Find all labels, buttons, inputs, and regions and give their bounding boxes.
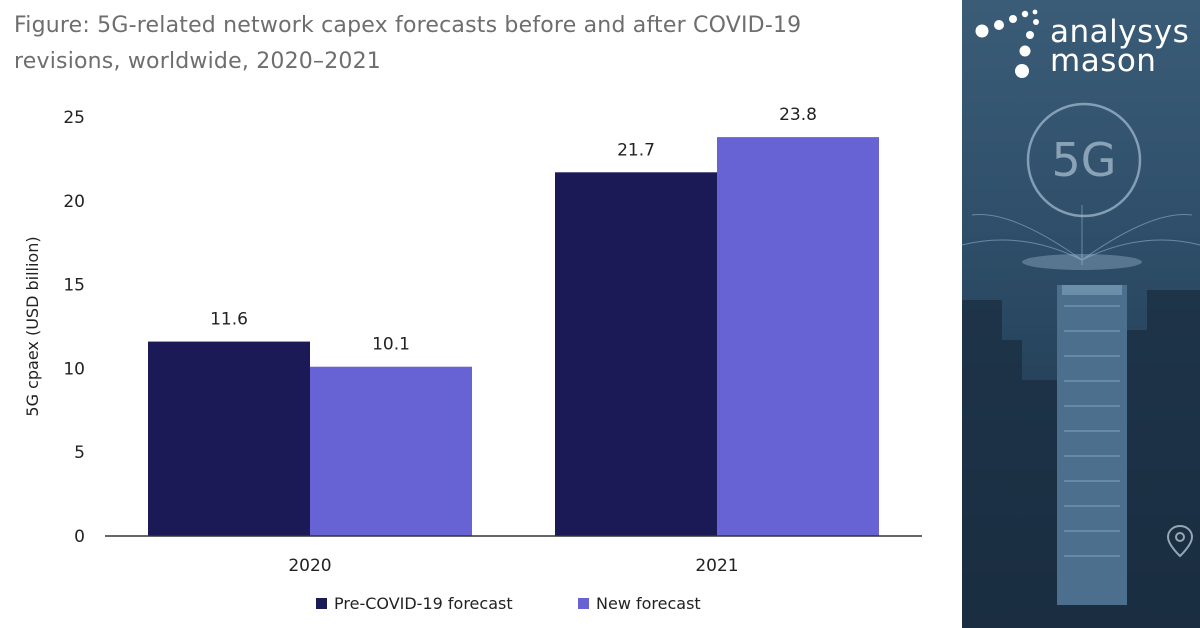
y-tick-label: 10 xyxy=(63,359,85,379)
legend-swatch xyxy=(316,598,327,609)
brand-name: analysys mason xyxy=(1050,14,1190,79)
bar xyxy=(717,137,879,536)
bar-chart: 0 5 10 15 20 25 5G cpaex (USD billion) 11.6 10.1… xyxy=(23,105,922,613)
bar xyxy=(555,172,717,537)
bar xyxy=(310,366,472,536)
chart-panel: Figure: 5G-related network capex forecas… xyxy=(14,8,944,613)
dotted-swirl-logo-icon xyxy=(975,9,1039,78)
legend-swatch xyxy=(578,598,589,609)
y-tick-label: 20 xyxy=(63,192,85,212)
data-label: 11.6 xyxy=(210,310,248,330)
network-arcs xyxy=(962,205,1200,265)
data-label: 23.8 xyxy=(779,105,817,125)
brand-name-line-1: analysys xyxy=(1050,14,1190,50)
legend-label: New forecast xyxy=(596,594,701,613)
legend-label: Pre-COVID-19 forecast xyxy=(334,594,513,613)
brand-background-art: 5G xyxy=(962,9,1200,628)
y-tick-label: 0 xyxy=(74,527,85,547)
figure-title-line-2: revisions, worldwide, 2020–2021 xyxy=(14,49,381,74)
figure-title: Figure: 5G-related network capex forecas… xyxy=(14,8,944,80)
y-tick-label: 5 xyxy=(74,443,85,463)
location-pin-icon xyxy=(1166,524,1194,558)
tower-building xyxy=(1057,285,1127,605)
data-label: 21.7 xyxy=(617,140,655,160)
x-tick-label: 2020 xyxy=(288,556,331,576)
bar xyxy=(148,341,310,536)
y-tick-label: 15 xyxy=(63,276,85,296)
5g-badge-text: 5G xyxy=(1052,133,1117,187)
y-axis-label: 5G cpaex (USD billion) xyxy=(23,236,42,416)
x-tick-label: 2021 xyxy=(695,556,738,576)
5g-badge-ring xyxy=(1026,102,1142,218)
brand-name-line-2: mason xyxy=(1050,43,1157,79)
brand-panel: 5G analysys mason xyxy=(962,0,1200,628)
data-label: 10.1 xyxy=(372,335,410,355)
figure-title-line-1: Figure: 5G-related network capex forecas… xyxy=(14,13,802,38)
y-tick-label: 25 xyxy=(63,108,85,128)
